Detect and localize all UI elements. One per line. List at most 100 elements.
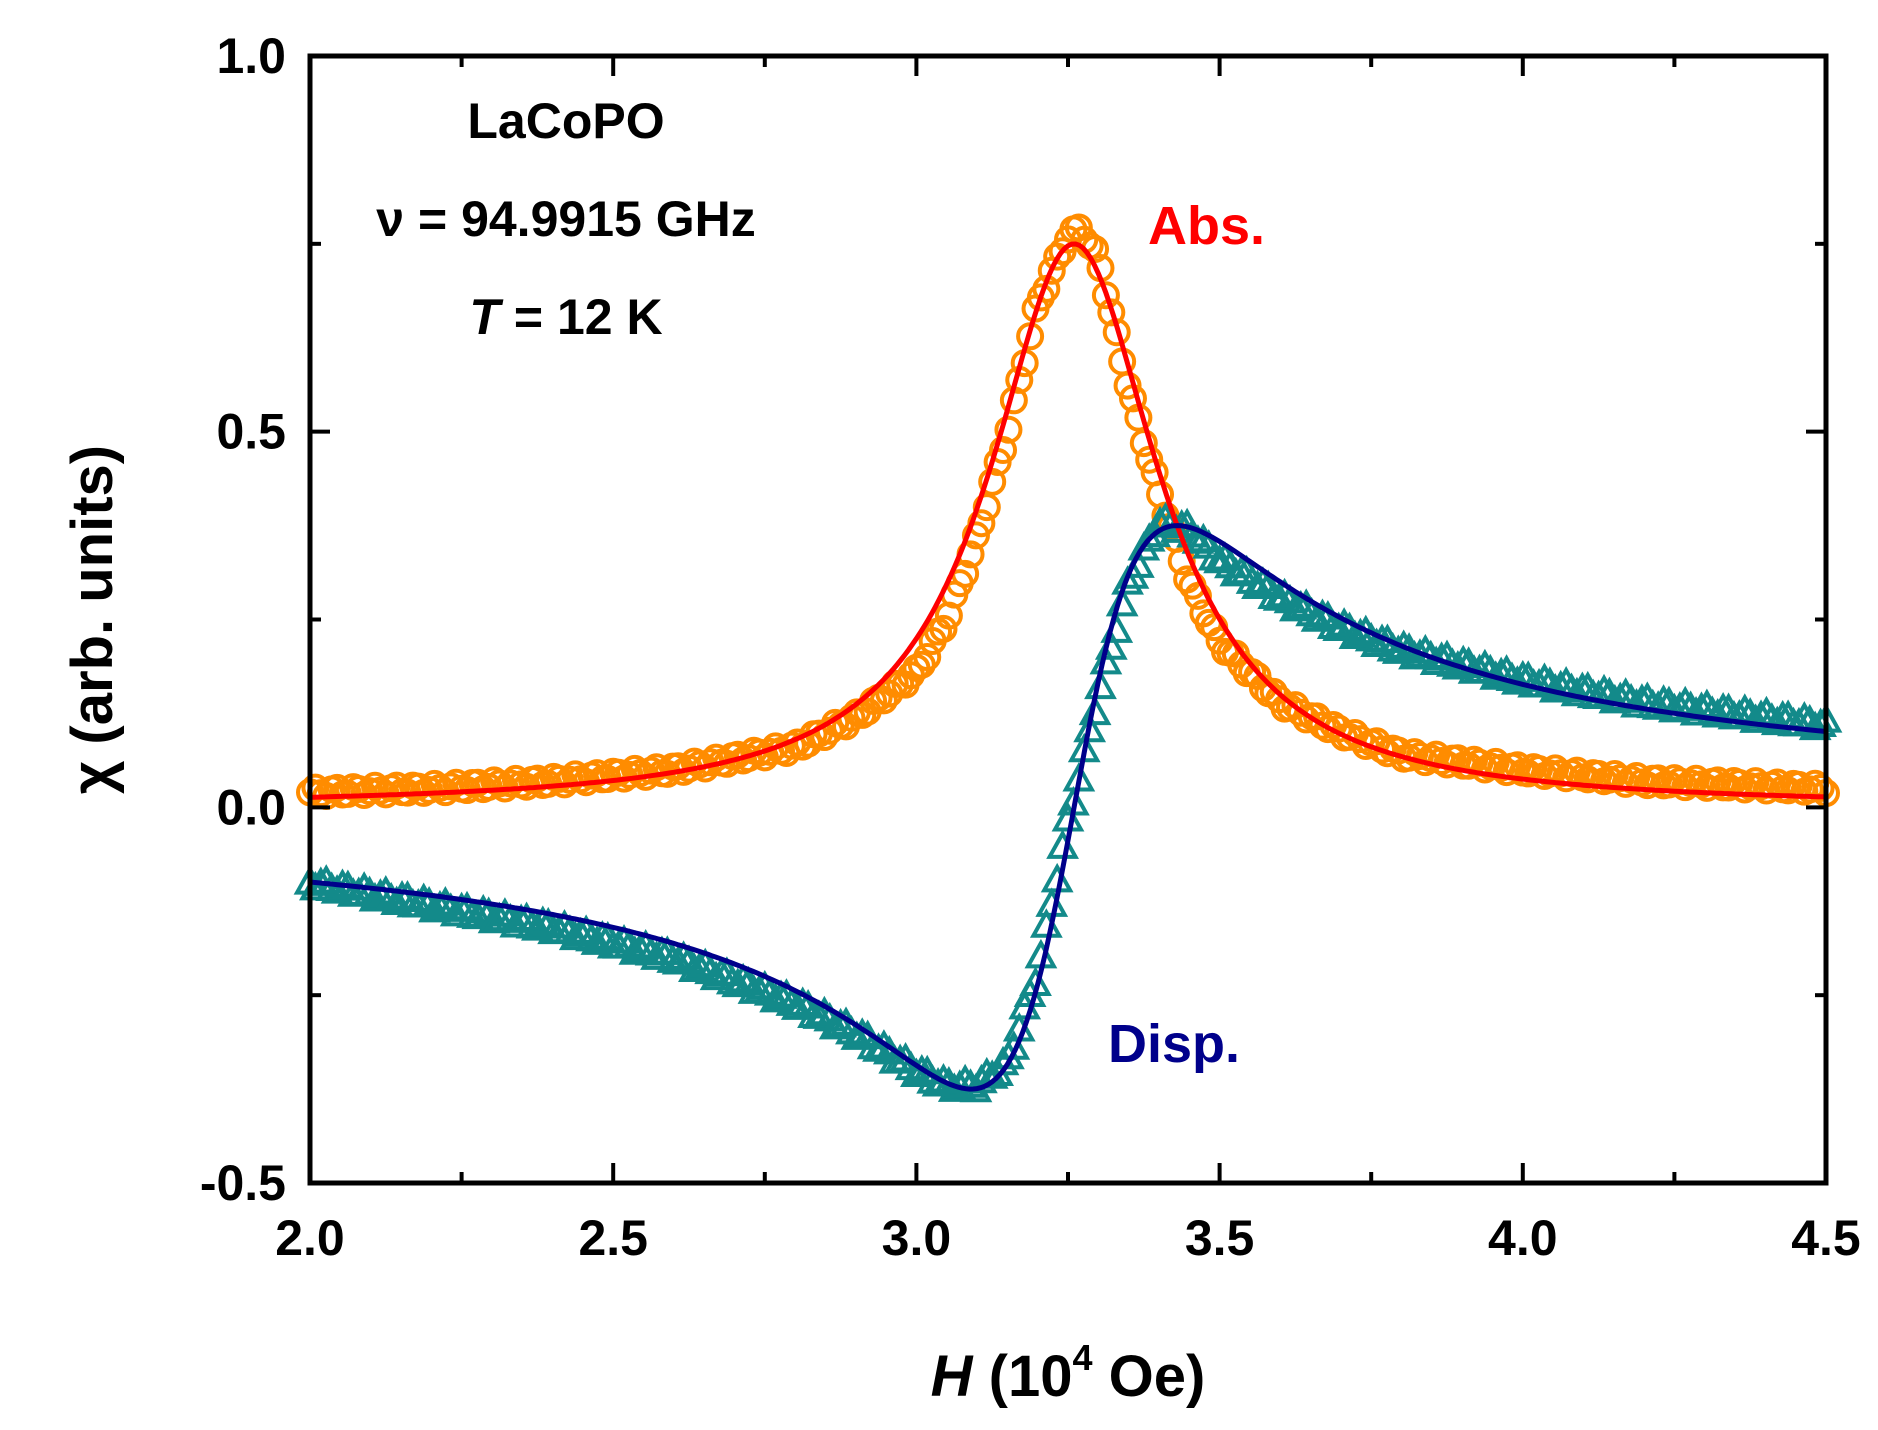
marker-disp <box>1381 634 1415 664</box>
marker-disp <box>1132 522 1166 552</box>
marker-abs <box>485 769 514 798</box>
marker-abs <box>1806 773 1835 802</box>
marker-disp <box>948 1063 982 1094</box>
marker-disp <box>1084 669 1117 700</box>
x-axis-label-suffix: Oe) <box>1093 1344 1206 1409</box>
annotation-sample: LaCoPO <box>467 93 664 149</box>
x-axis-label-prefix: (10 <box>973 1344 1073 1409</box>
marker-abs <box>344 775 373 804</box>
fit-line-abs <box>309 241 1827 800</box>
marker-abs <box>626 759 655 788</box>
marker-disp <box>699 960 733 991</box>
marker-layer <box>293 213 1843 1103</box>
annotation-frequency: ν = 94.9915 GHz <box>376 191 755 247</box>
marker-abs <box>1091 281 1120 310</box>
marker-disp <box>1679 695 1713 726</box>
marker-abs <box>972 493 1001 522</box>
marker-abs <box>913 643 942 672</box>
marker-disp <box>726 962 760 993</box>
marker-disp <box>548 909 581 939</box>
x-tick-label: 3.5 <box>1185 1210 1255 1266</box>
marker-disp <box>1089 644 1123 675</box>
marker-abs <box>745 738 774 767</box>
series-label-abs: Abs. <box>1148 196 1265 256</box>
y-axis-label: χ (arb. units) <box>60 445 125 794</box>
x-axis-label: H (104 Oe) <box>931 1337 1206 1409</box>
marker-disp <box>418 892 451 923</box>
marker-disp <box>759 982 793 1013</box>
marker-abs <box>1795 775 1824 804</box>
marker-disp <box>1246 566 1280 596</box>
marker-disp <box>466 893 500 924</box>
marker-abs <box>1416 744 1445 773</box>
marker-disp <box>1300 602 1334 632</box>
marker-disp <box>1105 586 1139 617</box>
annotation-temperature: T = 12 K <box>469 289 662 345</box>
marker-abs <box>425 773 454 802</box>
fit-line-disp <box>309 523 1827 1092</box>
marker-disp <box>488 897 522 927</box>
marker-disp <box>667 940 700 970</box>
marker-disp <box>1051 801 1085 832</box>
marker-abs <box>994 415 1023 444</box>
marker-abs <box>366 776 395 805</box>
marker-disp <box>607 923 641 954</box>
marker-disp <box>1046 829 1079 859</box>
marker-disp <box>1078 695 1112 726</box>
marker-disp <box>477 903 511 934</box>
marker-abs <box>664 752 693 781</box>
marker-disp <box>1159 513 1193 543</box>
marker-abs <box>1595 765 1624 794</box>
marker-disp <box>1598 683 1632 714</box>
marker-disp <box>380 885 414 916</box>
temperature-symbol: T <box>469 289 504 345</box>
marker-abs <box>1535 759 1564 788</box>
marker-disp <box>1073 712 1107 743</box>
marker-abs <box>1476 752 1505 781</box>
marker-abs <box>604 758 633 787</box>
marker-abs <box>1097 298 1126 327</box>
x-tick-label: 2.5 <box>578 1210 648 1266</box>
marker-disp <box>818 1009 852 1040</box>
tick-label-layer: 2.0 2.5 3.0 3.5 4.0 4.5 -0.5 0.0 0.5 1.0 <box>200 28 1861 1266</box>
marker-disp <box>900 1057 933 1088</box>
marker-abs <box>989 436 1018 465</box>
marker-abs <box>1676 769 1705 798</box>
marker-abs <box>1129 429 1158 458</box>
marker-disp <box>1376 632 1410 662</box>
marker-disp <box>558 920 592 951</box>
marker-disp <box>401 888 435 918</box>
marker-disp <box>439 896 473 927</box>
marker-disp <box>1739 703 1773 733</box>
temperature-value: = 12 K <box>500 289 663 345</box>
marker-disp <box>715 964 749 995</box>
marker-disp <box>786 986 820 1016</box>
fit-line-layer <box>309 241 1827 1092</box>
marker-disp <box>499 908 533 938</box>
tick-layer <box>308 54 1828 1185</box>
marker-disp <box>407 882 441 912</box>
marker-abs <box>1113 371 1142 400</box>
x-tick-label: 3.0 <box>882 1210 952 1266</box>
marker-disp <box>1798 710 1832 741</box>
marker-disp <box>358 881 392 912</box>
x-tick-label: 4.0 <box>1488 1210 1558 1266</box>
x-axis-label-symbol: H <box>931 1344 974 1409</box>
x-tick-label: 2.0 <box>275 1210 345 1266</box>
marker-abs <box>545 764 574 793</box>
marker-abs <box>1454 751 1483 780</box>
marker-abs <box>1183 581 1212 610</box>
marker-disp <box>1316 609 1350 639</box>
y-tick-label: -0.5 <box>200 1155 286 1211</box>
marker-abs <box>1736 772 1765 801</box>
series-label-disp: Disp. <box>1108 1014 1240 1074</box>
x-tick-label: 4.5 <box>1791 1210 1861 1266</box>
marker-disp <box>640 940 673 970</box>
y-tick-label: 0.5 <box>216 404 286 460</box>
y-tick-label: 0.0 <box>216 779 286 835</box>
marker-disp <box>580 925 614 955</box>
y-tick-label: 1.0 <box>216 28 286 84</box>
marker-disp <box>618 935 652 965</box>
